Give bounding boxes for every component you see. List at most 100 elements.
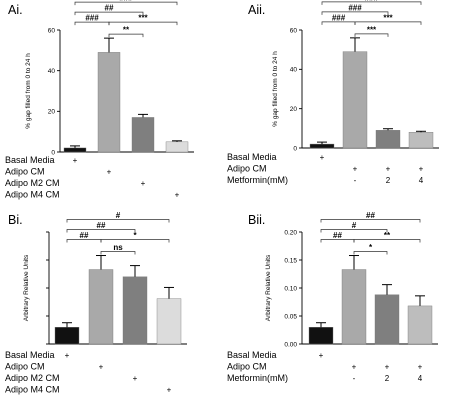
significance-bracket [100,239,170,243]
condition-mark: + [419,165,424,174]
condition-label: Basal Media [227,350,277,360]
y-tick-label: 20 [290,106,298,113]
condition-mark: 2 [385,374,390,383]
condition-mark: + [133,374,138,383]
condition-label: Adipo CM [227,362,267,372]
bar-4 [408,132,434,149]
significance-label: ## [366,211,375,220]
condition-mark: 4 [419,176,424,185]
condition-label: Metformin(mM) [227,373,288,383]
significance-label: * [133,231,137,240]
significance-bracket [321,1,422,5]
panel-ai: Ai.% gap filled from 0 to 24 h0204060###… [5,0,194,200]
significance-label: ns [113,243,123,252]
bar-2 [97,52,121,153]
significance-bracket [74,1,178,6]
bar-1 [309,143,335,149]
panel-label: Aii. [248,3,265,17]
panel-bi: Bi.Arbitrary Relative Units##ns*###Basal… [5,211,187,395]
bar-2 [342,51,368,149]
bar-4 [407,305,433,345]
condition-mark: - [354,176,357,185]
significance-bracket [108,21,178,26]
condition-label: Adipo M2 CM [5,373,60,383]
significance-bracket [320,219,421,223]
y-tick-label: 0.15 [284,257,297,264]
y-axis-title: % gap filled from 0 to 24 h [25,53,32,129]
bar-3 [131,117,155,153]
condition-mark: - [353,374,356,383]
condition-mark: + [167,386,172,395]
significance-bracket [320,229,388,233]
condition-mark: + [319,351,324,360]
condition-mark: + [107,168,112,177]
condition-label: Adipo M4 CM [5,190,60,200]
condition-mark: + [418,363,423,372]
bar-3 [375,130,401,149]
y-tick-label: 60 [290,27,298,34]
y-tick-label: 0.20 [284,229,297,236]
condition-mark: + [386,165,391,174]
significance-label: # [116,211,121,220]
bar-1 [63,147,87,153]
y-tick-label: 60 [48,27,56,34]
significance-bracket [353,239,421,243]
panel-label: Bii. [248,213,265,227]
panel-bii: Bii. Arbitrary Relative Units 0.00 0.05 0.10… [227,211,438,383]
bar-1 [54,327,80,345]
condition-label: Metformin(mM) [227,175,288,185]
significance-bracket [354,21,422,25]
condition-mark: + [65,351,70,360]
y-axis-title: Arbitrary Relative Units [23,254,30,321]
condition-mark: + [352,363,357,372]
condition-label: Adipo M4 CM [5,385,60,395]
y-tick-label: 0.10 [284,285,297,292]
panel-aii: Aii. % gap filled from 0 to 24 h 0 20 40 60 ##… [227,0,439,185]
condition-mark: + [320,153,325,162]
significance-label: # [352,221,357,230]
significance-label: * [369,243,373,252]
significance-bracket [100,251,136,255]
significance-label: ### [365,0,379,2]
condition-label: Adipo CM [227,164,267,174]
significance-label: ### [332,13,346,22]
condition-mark: + [353,165,358,174]
condition-mark: 4 [418,374,423,383]
significance-label: *** [383,13,393,22]
significance-label: ### [348,3,362,12]
condition-mark: + [385,363,390,372]
condition-label: Adipo M2 CM [5,178,60,188]
significance-label: *** [138,14,148,23]
y-tick-label: 0.00 [284,341,297,348]
panel-label: Bi. [8,213,23,227]
condition-mark: + [175,191,180,200]
significance-label: *** [367,25,377,34]
condition-label: Adipo CM [5,362,45,372]
significance-label: ## [105,4,114,13]
bar-3 [374,294,400,345]
y-tick-label: 40 [48,68,56,75]
condition-label: Basal Media [227,152,277,162]
significance-label: ### [119,0,133,3]
y-tick-label: 0.05 [284,313,297,320]
condition-label: Basal Media [5,350,55,360]
significance-label: ** [384,231,391,240]
y-axis-title: Arbitrary Relative Units [265,254,272,321]
significance-bracket [354,33,389,37]
significance-bracket [66,219,170,223]
y-tick-label: 0 [293,145,297,152]
y-tick-label: 20 [48,109,56,116]
significance-bracket [66,229,136,233]
bar-1 [308,327,334,345]
condition-mark: + [73,156,78,165]
significance-bracket [321,11,389,15]
significance-label: ## [97,221,106,230]
y-tick-label: 0 [51,149,55,156]
condition-mark: 2 [386,176,391,185]
significance-bracket [108,33,144,38]
y-tick-label: 40 [290,67,298,74]
condition-label: Basal Media [5,155,55,165]
significance-bracket [74,11,144,16]
significance-label: ** [123,26,130,35]
